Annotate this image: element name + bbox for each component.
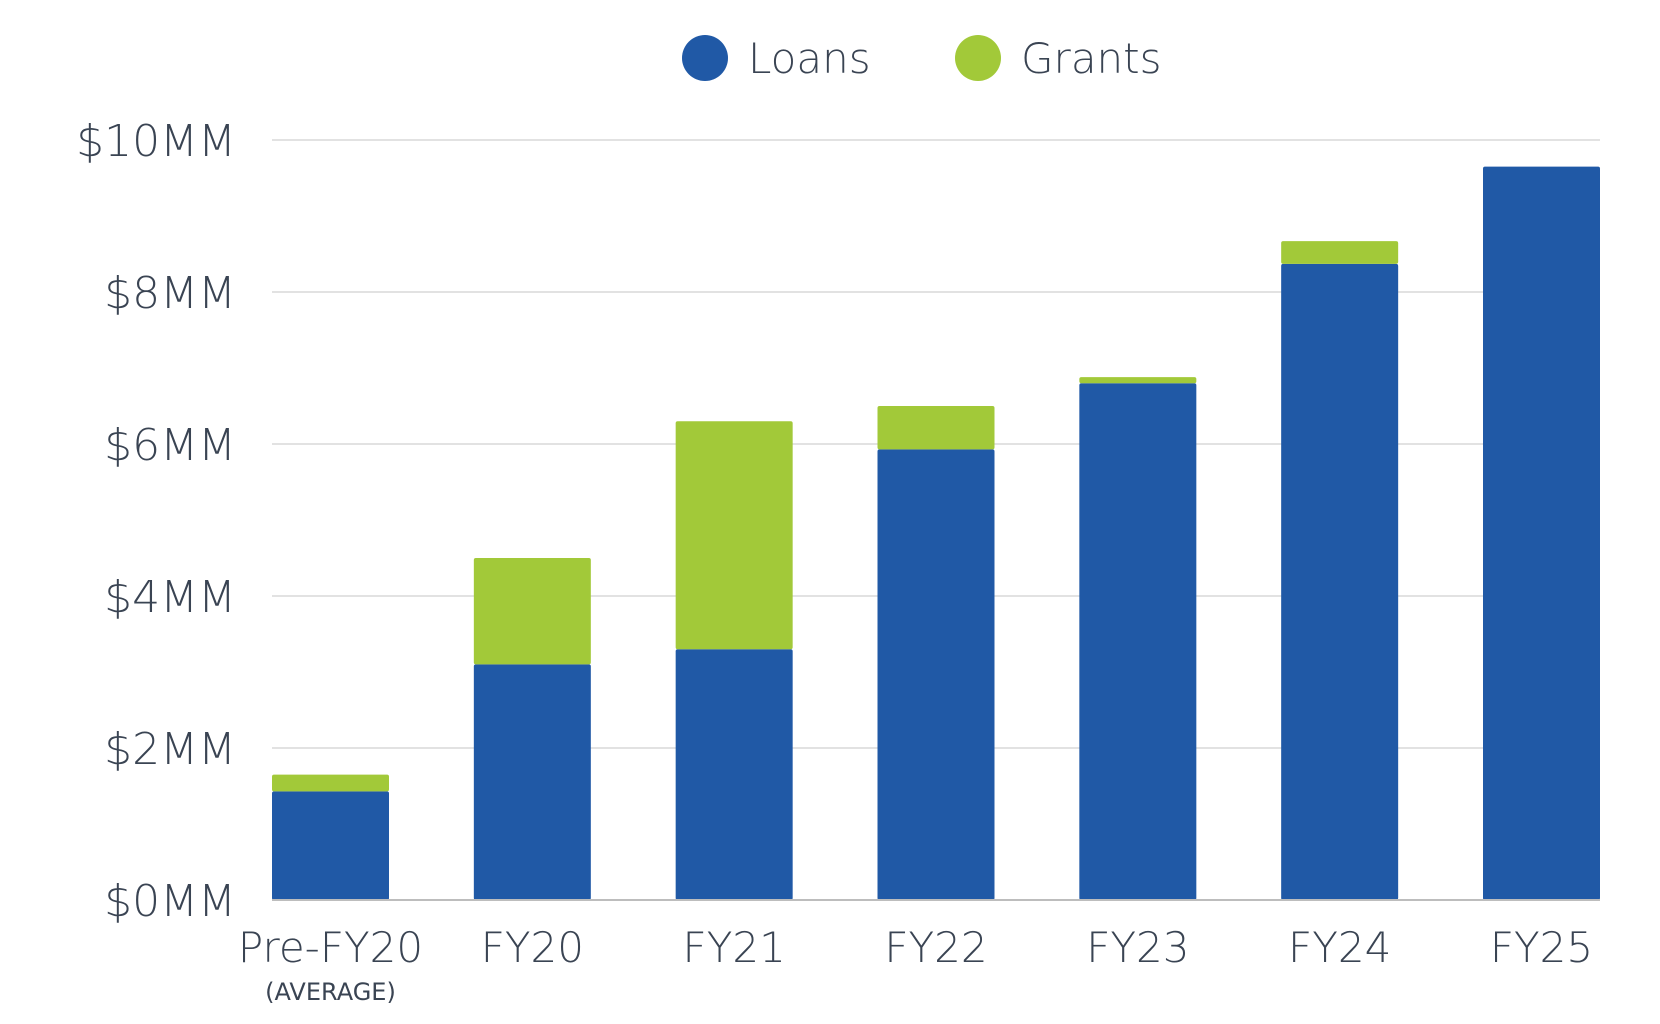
x-tick-label: FY23 bbox=[1086, 923, 1189, 972]
x-tick-label: FY20 bbox=[481, 923, 584, 972]
y-tick-label: $10MM bbox=[76, 116, 236, 167]
x-tick-label: FY24 bbox=[1288, 923, 1391, 972]
bar-loans-fy20 bbox=[473, 664, 591, 900]
bar-loans-fy22 bbox=[877, 449, 995, 900]
y-tick-label: $8MM bbox=[104, 268, 236, 319]
y-tick-label: $4MM bbox=[104, 572, 236, 623]
y-tick-label: $6MM bbox=[104, 420, 236, 471]
y-tick-label: $0MM bbox=[104, 876, 236, 927]
y-tick-label: $2MM bbox=[104, 724, 236, 775]
x-tick-label: FY21 bbox=[683, 923, 786, 972]
x-tick-label: Pre-FY20 bbox=[238, 923, 423, 972]
bar-loans-fy24 bbox=[1281, 263, 1399, 900]
bar-grants-fy23 bbox=[1079, 377, 1197, 384]
legend-swatch-grants bbox=[955, 35, 1001, 81]
axis-layer: $0MM $2MM $4MM $6MM $8MM $10MM Pre-FY20 (AVERAG… bbox=[76, 116, 1600, 1006]
bars-layer bbox=[272, 166, 1600, 901]
x-tick-sublabel: (AVERAGE) bbox=[265, 978, 396, 1006]
bar-grants-fy22 bbox=[877, 406, 995, 450]
bar-grants-pre-fy20 bbox=[272, 774, 389, 792]
bar-grants-fy21 bbox=[675, 421, 793, 650]
bar-grants-fy20 bbox=[473, 558, 591, 665]
legend-swatch-loans bbox=[682, 35, 728, 81]
bar-loans-fy25 bbox=[1483, 166, 1600, 901]
x-tick-label: FY25 bbox=[1490, 923, 1593, 972]
bar-loans-pre-fy20 bbox=[272, 791, 389, 900]
bar-loans-fy23 bbox=[1079, 383, 1197, 900]
x-tick-label: FY22 bbox=[884, 923, 987, 972]
bar-grants-fy24 bbox=[1281, 241, 1399, 264]
bar-loans-fy21 bbox=[675, 649, 793, 900]
legend: Loans Grants bbox=[682, 34, 1162, 83]
legend-label-grants: Grants bbox=[1021, 34, 1162, 83]
legend-label-loans: Loans bbox=[748, 34, 871, 83]
